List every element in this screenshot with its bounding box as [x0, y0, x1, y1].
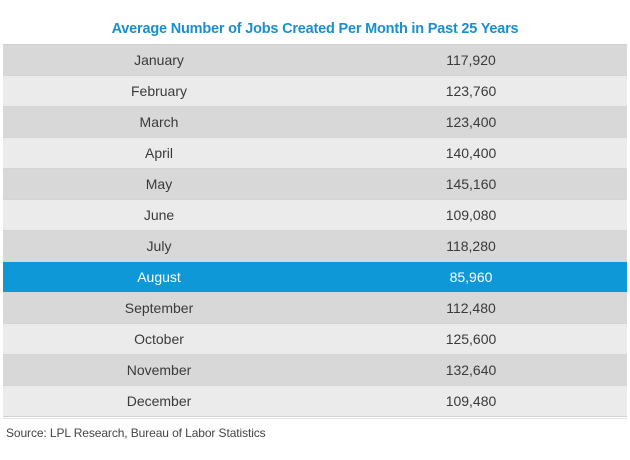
- jobs-table: Average Number of Jobs Created Per Month…: [3, 14, 627, 417]
- value-cell: 112,480: [446, 300, 496, 316]
- value-cell: 123,400: [445, 114, 497, 130]
- table-row-july: July 118,280: [3, 231, 627, 262]
- table-body: January 117,920 February 123,760 March 123,40…: [3, 45, 627, 417]
- month-cell: April: [144, 145, 173, 161]
- month-cell: October: [134, 331, 184, 347]
- month-cell: July: [146, 238, 172, 254]
- table-row-november: November 132,640: [3, 355, 627, 386]
- month-cell: November: [126, 362, 192, 378]
- month-cell: December: [126, 393, 192, 409]
- value-cell: 117,920: [446, 52, 496, 68]
- value-cell: 145,160: [445, 176, 497, 192]
- table-row-february: February 123,760: [3, 76, 627, 107]
- value-cell: 123,760: [445, 83, 497, 99]
- table-row-may: May 145,160: [3, 169, 627, 200]
- table-row-august: August 85,960: [3, 262, 627, 293]
- value-cell: 140,400: [445, 145, 497, 161]
- table-row-june: June 109,080: [3, 200, 627, 231]
- table-row-march: March 123,400: [3, 107, 627, 138]
- value-cell: 132,640: [445, 362, 497, 378]
- table-row-january: January 117,920: [3, 45, 627, 76]
- table-title: Average Number of Jobs Created Per Month…: [3, 14, 627, 45]
- table-row-october: October 125,600: [3, 324, 627, 355]
- month-cell: June: [143, 207, 175, 223]
- month-cell: May: [145, 176, 173, 192]
- value-cell: 109,480: [445, 393, 497, 409]
- value-cell: 109,080: [445, 207, 497, 223]
- month-cell: January: [134, 52, 184, 68]
- month-cell: September: [124, 300, 194, 316]
- value-cell: 118,280: [446, 238, 496, 254]
- source-note: Source: LPL Research, Bureau of Labor St…: [6, 426, 266, 440]
- value-cell: 85,960: [449, 269, 493, 285]
- month-cell: February: [130, 83, 188, 99]
- month-cell: March: [139, 114, 179, 130]
- table-row-december: December 109,480: [3, 386, 627, 417]
- value-cell: 125,600: [445, 331, 497, 347]
- table-row-april: April 140,400: [3, 138, 627, 169]
- table-row-september: September 112,480: [3, 293, 627, 324]
- source-divider: [3, 418, 627, 419]
- month-cell: August: [137, 269, 181, 285]
